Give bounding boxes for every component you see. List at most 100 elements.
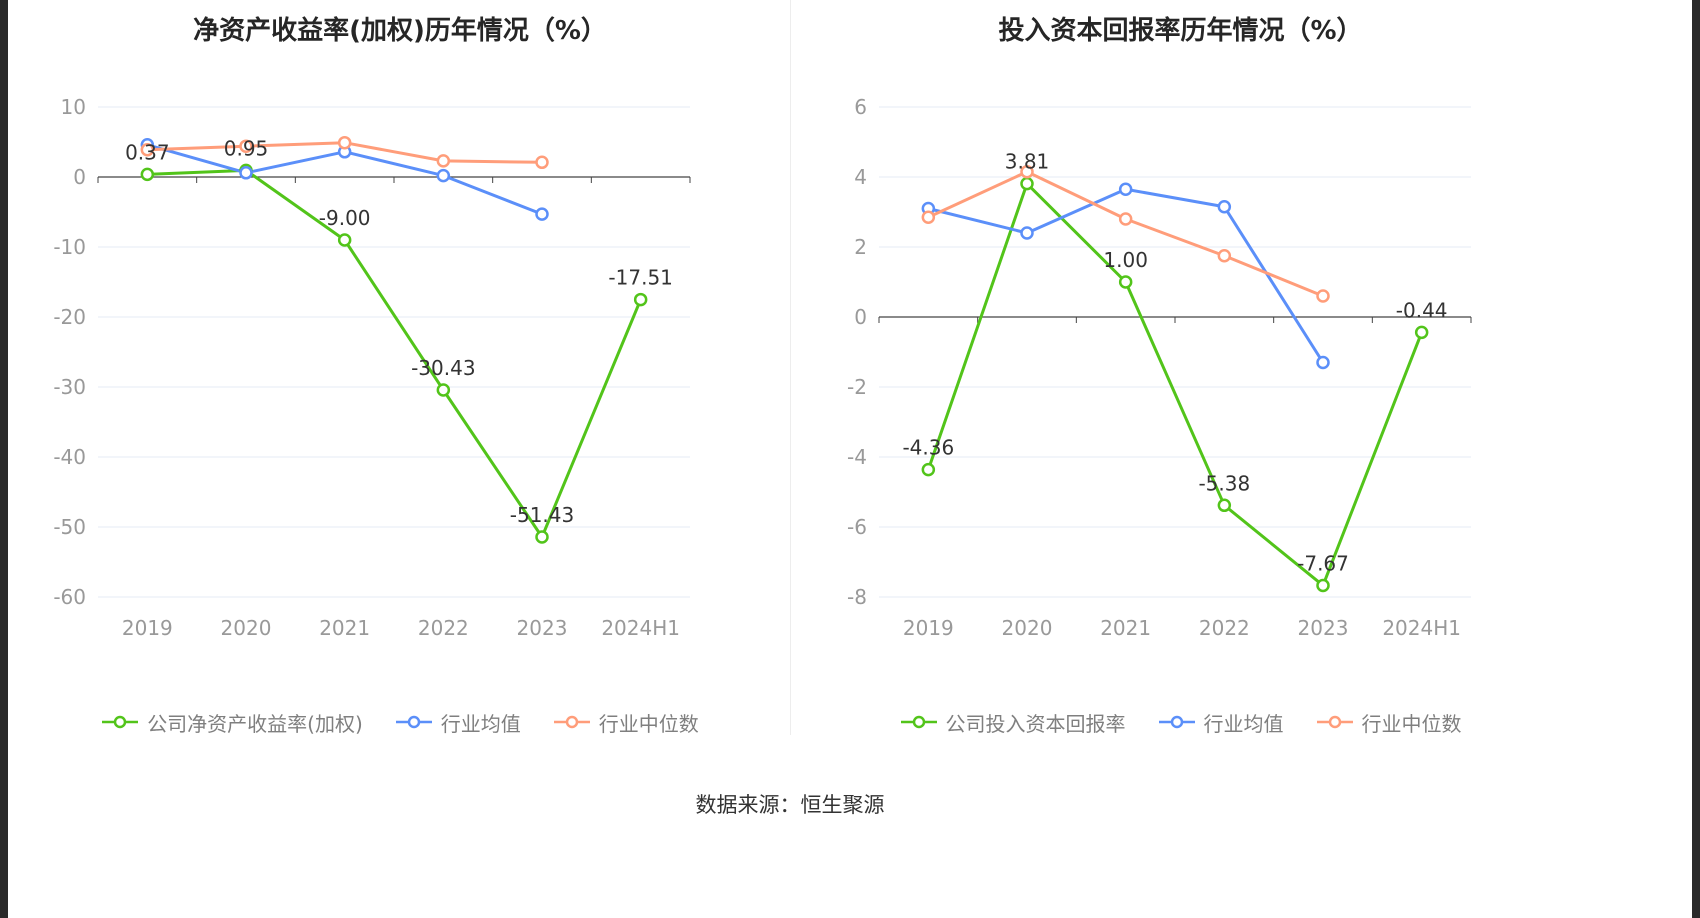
point-value-label: -17.51: [608, 266, 672, 290]
x-tick-label: 2023: [1298, 616, 1349, 640]
y-tick-label: -10: [53, 235, 86, 259]
point-value-label: 0.95: [224, 136, 269, 160]
x-tick-label: 2021: [319, 616, 370, 640]
roic-chart-title: 投入资本回报率历年情况（%）: [998, 16, 1363, 46]
legend-item-industry-median[interactable]: 行业中位数: [553, 708, 699, 737]
legend-label: 公司投入资本回报率: [945, 711, 1126, 736]
legend-line-marker-icon: [1158, 715, 1195, 729]
y-tick-label: 0: [854, 305, 867, 329]
series-line-0: [145, 168, 643, 539]
y-tick-label: -2: [847, 375, 867, 399]
roe-chart-legend: 公司净资产收益率(加权) 行业均值 行业中位数: [10, 708, 790, 737]
point-value-label: 3.81: [1005, 150, 1050, 174]
y-tick-label: -30: [53, 375, 86, 399]
roe-chart-panel: 净资产收益率(加权)历年情况（%） 10 0 -10 -20 -30 -40 -50 -60 2…: [10, 0, 790, 737]
data-point-series-2: [1316, 289, 1330, 303]
y-tick-label: -50: [53, 515, 86, 539]
data-point-series-0: [436, 383, 451, 397]
data-point-series-0: [1020, 176, 1034, 191]
legend-label: 公司净资产收益率(加权): [147, 711, 363, 736]
data-point-series-2: [239, 139, 253, 153]
y-tick-label: 0: [73, 165, 86, 189]
x-tick-label: 2024H1: [601, 616, 680, 640]
data-point-series-0: [140, 167, 155, 182]
legend-label: 行业中位数: [598, 711, 699, 736]
legend-item-industry-mean[interactable]: 行业均值: [395, 708, 521, 737]
data-point-series-2: [436, 154, 451, 168]
x-tick-label: 2021: [1100, 616, 1151, 640]
data-point-series-0: [337, 233, 352, 247]
legend-item-industry-mean[interactable]: 行业均值: [1158, 708, 1284, 737]
data-point-series-2: [337, 135, 352, 150]
legend-line-marker-icon: [553, 715, 590, 729]
legend-label: 行业中位数: [1361, 711, 1462, 736]
x-tick-label: 2019: [903, 616, 954, 640]
data-point-series-2: [1020, 165, 1034, 179]
legend-item-company[interactable]: 公司净资产收益率(加权): [101, 708, 363, 737]
point-value-label: 1.00: [1103, 248, 1148, 272]
point-value-label: -5.38: [1198, 471, 1250, 495]
data-source-note: 数据来源：恒生聚源: [695, 793, 885, 817]
point-value-label: 0.37: [125, 140, 170, 164]
data-point-series-0: [1316, 578, 1330, 593]
data-point-series-1: [239, 166, 253, 180]
y-tick-label: 6: [854, 95, 867, 119]
data-point-series-0: [535, 530, 549, 544]
data-point-series-2: [1118, 212, 1133, 226]
series-line-0: [926, 182, 1424, 587]
x-tick-label: 2020: [221, 616, 272, 640]
x-tick-label: 2022: [1199, 616, 1250, 640]
y-tick-label: -4: [847, 445, 867, 469]
y-tick-label: -6: [847, 515, 867, 539]
point-value-label: -4.36: [902, 436, 954, 460]
legend-item-industry-median[interactable]: 行业中位数: [1316, 708, 1462, 737]
data-point-series-0: [1217, 498, 1232, 513]
y-tick-label: -40: [53, 445, 86, 469]
y-tick-label: -60: [53, 585, 86, 609]
roe-line-chart: 10 0 -10 -20 -30 -40 -50 -60 2019 2020 2021 2022 202…: [53, 95, 691, 640]
y-tick-label: 4: [854, 165, 867, 189]
data-point-series-2: [535, 155, 549, 170]
legend-line-marker-icon: [395, 715, 432, 729]
data-point-series-0: [1414, 325, 1429, 340]
charts-row: 净资产收益率(加权)历年情况（%） 10 0 -10 -20 -30 -40 -50 -60 2…: [10, 0, 1570, 737]
y-tick-label: 2: [854, 235, 867, 259]
point-value-label: -30.43: [411, 356, 475, 380]
y-tick-label: -8: [847, 585, 867, 609]
data-point-series-0: [921, 462, 936, 477]
x-tick-label: 2020: [1002, 616, 1053, 640]
y-tick-label: -20: [53, 305, 86, 329]
x-tick-label: 2024H1: [1382, 616, 1461, 640]
data-point-series-2: [921, 210, 936, 224]
legend-line-marker-icon: [1316, 715, 1353, 729]
data-point-series-1: [1217, 200, 1232, 214]
data-point-series-2: [140, 142, 155, 157]
data-point-series-1: [1020, 226, 1034, 240]
roic-line-chart: 6 4 2 0 -2 -4 -6 -8 2019 2020 2021 2022 2023 2024H1 -4…: [847, 95, 1472, 640]
data-point-series-1: [535, 207, 549, 221]
roic-chart-legend: 公司投入资本回报率 行业均值 行业中位数: [791, 708, 1570, 737]
left-window-edge: [0, 0, 8, 918]
y-tick-label: 10: [61, 95, 86, 119]
legend-line-marker-icon: [102, 715, 139, 729]
x-tick-label: 2022: [418, 616, 469, 640]
legend-item-company[interactable]: 公司投入资本回报率: [900, 708, 1126, 737]
point-value-label: -7.67: [1297, 551, 1349, 575]
legend-label: 行业均值: [1203, 711, 1284, 736]
data-point-series-0: [633, 292, 648, 307]
data-point-series-1: [436, 168, 451, 183]
charts-content: 净资产收益率(加权)历年情况（%） 10 0 -10 -20 -30 -40 -50 -60 2…: [10, 0, 1570, 819]
data-point-series-0: [1118, 275, 1133, 289]
x-tick-label: 2023: [517, 616, 568, 640]
right-window-edge: [1692, 0, 1700, 918]
legend-line-marker-icon: [900, 715, 937, 729]
point-value-label: -9.00: [319, 206, 371, 230]
x-tick-label: 2019: [122, 616, 173, 640]
point-value-label: -51.43: [510, 503, 574, 527]
point-value-label: -0.44: [1396, 298, 1448, 322]
roe-chart-title: 净资产收益率(加权)历年情况（%）: [193, 16, 607, 46]
data-point-series-1: [1316, 355, 1330, 370]
roic-chart-panel: 投入资本回报率历年情况（%） 6 4 2 0 -2 -4 -6 -8 2019 2020 2021 2…: [790, 0, 1570, 737]
data-point-series-2: [1217, 249, 1232, 263]
